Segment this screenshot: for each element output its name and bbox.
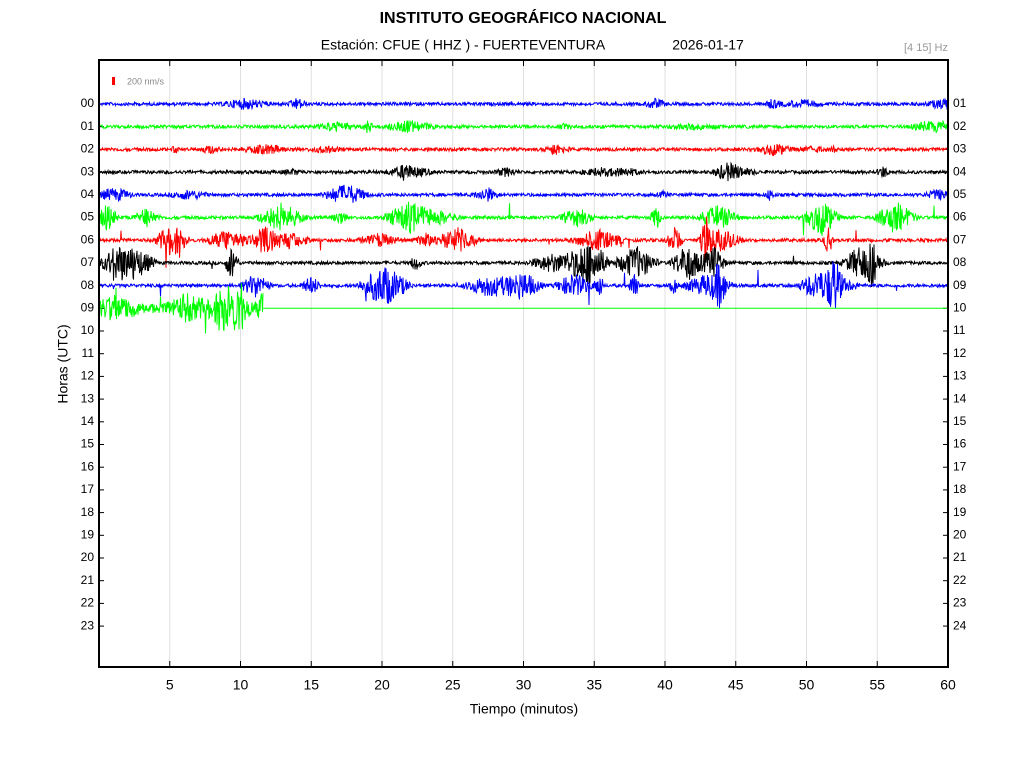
- trace: [99, 216, 949, 268]
- row-label-right: 12: [953, 346, 967, 360]
- row-label-left: 07: [81, 255, 95, 269]
- row-label-left: 22: [81, 596, 95, 610]
- row-label-right: 05: [953, 187, 967, 201]
- x-tick-label: 15: [303, 677, 319, 693]
- row-label-right: 22: [953, 573, 967, 587]
- x-tick-label: 50: [799, 677, 815, 693]
- row-label-right: 08: [953, 255, 967, 269]
- plot-frame: [98, 59, 949, 668]
- row-label-left: 14: [81, 414, 95, 428]
- row-label-right: 09: [953, 278, 967, 292]
- scale-bar: [112, 77, 115, 85]
- row-label-left: 16: [81, 459, 95, 473]
- row-label-right: 21: [953, 550, 967, 564]
- row-label-right: 06: [953, 210, 967, 224]
- row-label-left: 08: [81, 278, 95, 292]
- row-label-right: 11: [953, 323, 966, 337]
- trace: [99, 161, 949, 182]
- row-label-left: 02: [81, 142, 95, 156]
- row-label-left: 13: [81, 391, 95, 405]
- row-label-left: 03: [81, 164, 95, 178]
- row-label-left: 11: [82, 346, 95, 360]
- row-label-left: 12: [81, 369, 95, 383]
- row-label-left: 04: [81, 187, 95, 201]
- row-label-right: 02: [953, 119, 967, 133]
- trace: [99, 119, 949, 134]
- row-label-left: 15: [81, 437, 95, 451]
- row-label-right: 19: [953, 505, 967, 519]
- row-label-left: 05: [81, 210, 95, 224]
- row-label-left: 23: [81, 618, 95, 632]
- row-label-right: 01: [953, 96, 967, 110]
- row-label-right: 03: [953, 142, 967, 156]
- trace: [99, 201, 949, 236]
- x-tick-label: 55: [869, 677, 885, 693]
- x-tick-label: 40: [657, 677, 673, 693]
- x-tick-label: 45: [728, 677, 744, 693]
- x-tick-label: 10: [233, 677, 249, 693]
- row-label-left: 01: [81, 119, 95, 133]
- row-label-right: 18: [953, 482, 967, 496]
- station: Estación: CFUE ( HHZ ) - FUERTEVENTURA: [321, 37, 606, 53]
- row-label-right: 14: [953, 391, 967, 405]
- x-tick-label: 60: [940, 677, 956, 693]
- date: 2026-01-17: [672, 37, 744, 53]
- row-label-left: 06: [81, 232, 95, 246]
- x-tick-label: 30: [516, 677, 532, 693]
- row-label-left: 17: [81, 482, 95, 496]
- x-tick-label: 20: [374, 677, 390, 693]
- row-label-left: 21: [81, 573, 95, 587]
- row-label-right: 15: [953, 414, 967, 428]
- row-label-right: 13: [953, 369, 967, 383]
- trace: [99, 243, 949, 288]
- row-label-left: 20: [81, 550, 95, 564]
- row-label-left: 00: [81, 96, 95, 110]
- row-label-left: 09: [81, 300, 95, 314]
- row-label-right: 10: [953, 300, 967, 314]
- x-tick-label: 35: [586, 677, 602, 693]
- x-tick-label: 5: [166, 677, 174, 693]
- row-label-right: 07: [953, 232, 967, 246]
- trace: [100, 143, 949, 157]
- row-label-right: 20: [953, 527, 967, 541]
- row-label-left: 10: [81, 323, 95, 337]
- chart-title: INSTITUTO GEOGRÁFICO NACIONAL: [380, 8, 667, 27]
- y-axis-label: Horas (UTC): [55, 324, 71, 403]
- trace: [99, 283, 264, 334]
- row-label-right: 24: [953, 618, 967, 632]
- row-label-left: 19: [81, 527, 95, 541]
- row-label-right: 16: [953, 437, 967, 451]
- x-tick-label: 25: [445, 677, 461, 693]
- x-axis-label: Tiempo (minutos): [470, 701, 578, 717]
- trace: [99, 97, 949, 111]
- trace: [99, 184, 949, 203]
- row-label-right: 23: [953, 596, 967, 610]
- filter: [4 15] Hz: [904, 42, 948, 54]
- row-label-right: 17: [953, 459, 967, 473]
- row-label-left: 18: [81, 505, 95, 519]
- scale-label: 200 nm/s: [127, 76, 165, 86]
- row-label-right: 04: [953, 164, 967, 178]
